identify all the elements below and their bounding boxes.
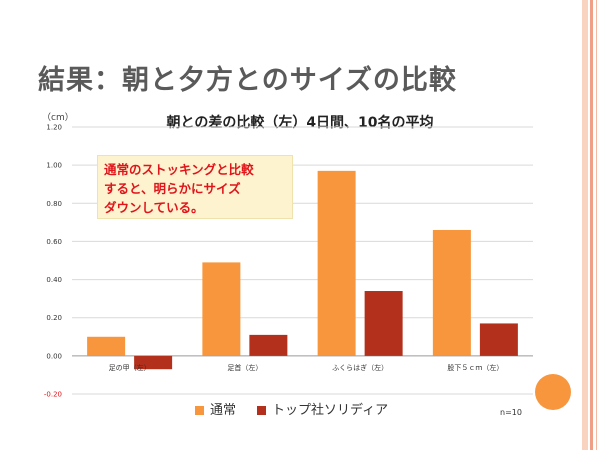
bar-series-1 [87, 336, 126, 356]
y-tick-label: 0.20 [46, 314, 62, 322]
decorative-circle [535, 374, 571, 410]
y-tick-label: 0.40 [46, 276, 62, 284]
callout-box: 通常のストッキングと比較 すると、明らかにサイズ ダウンしている。 [97, 155, 293, 219]
y-tick-label: 1.20 [46, 124, 62, 132]
slide-title: 結果：朝と夕方とのサイズの比較 [38, 65, 457, 96]
y-tick-label: 0.80 [46, 200, 62, 208]
legend-swatch-series-1 [195, 406, 204, 415]
y-tick-label: 1.00 [46, 162, 62, 170]
y-tick-label: 0.00 [46, 352, 62, 360]
x-tick-label: ふくらはぎ（左） [332, 363, 388, 372]
bar-series-2 [134, 355, 173, 370]
bar-series-1 [432, 229, 471, 356]
x-tick-label: 足の甲（左） [109, 363, 151, 372]
x-tick-label: 股下５ｃｍ（左） [447, 363, 503, 372]
bar-series-1 [317, 170, 356, 356]
sample-size-note: n=10 [500, 408, 522, 417]
callout-line-1: 通常のストッキングと比較 [104, 162, 254, 177]
right-stripe-thin [596, 0, 597, 450]
x-tick-label: 足首（左） [227, 363, 262, 372]
y-tick-label: -0.20 [44, 391, 62, 399]
bar-series-2 [249, 334, 288, 356]
callout-line-2: すると、明らかにサイズ [104, 181, 241, 196]
right-stripe-dark [590, 0, 593, 450]
y-unit-label: （cm） [42, 113, 74, 123]
legend-item-series-1: 通常 [195, 399, 236, 418]
bar-series-1 [202, 262, 241, 356]
legend-item-series-2: トップ社ソリディア [257, 399, 388, 418]
y-tick-label: 0.60 [46, 238, 62, 246]
callout-line-3: ダウンしている。 [104, 200, 204, 215]
bar-series-2 [479, 323, 518, 356]
legend-swatch-series-2 [257, 406, 266, 415]
legend-label-series-2: トップ社ソリディア [272, 403, 389, 418]
bar-series-2 [364, 291, 403, 356]
right-stripe-light [582, 0, 588, 450]
legend-label-series-1: 通常 [210, 403, 237, 418]
